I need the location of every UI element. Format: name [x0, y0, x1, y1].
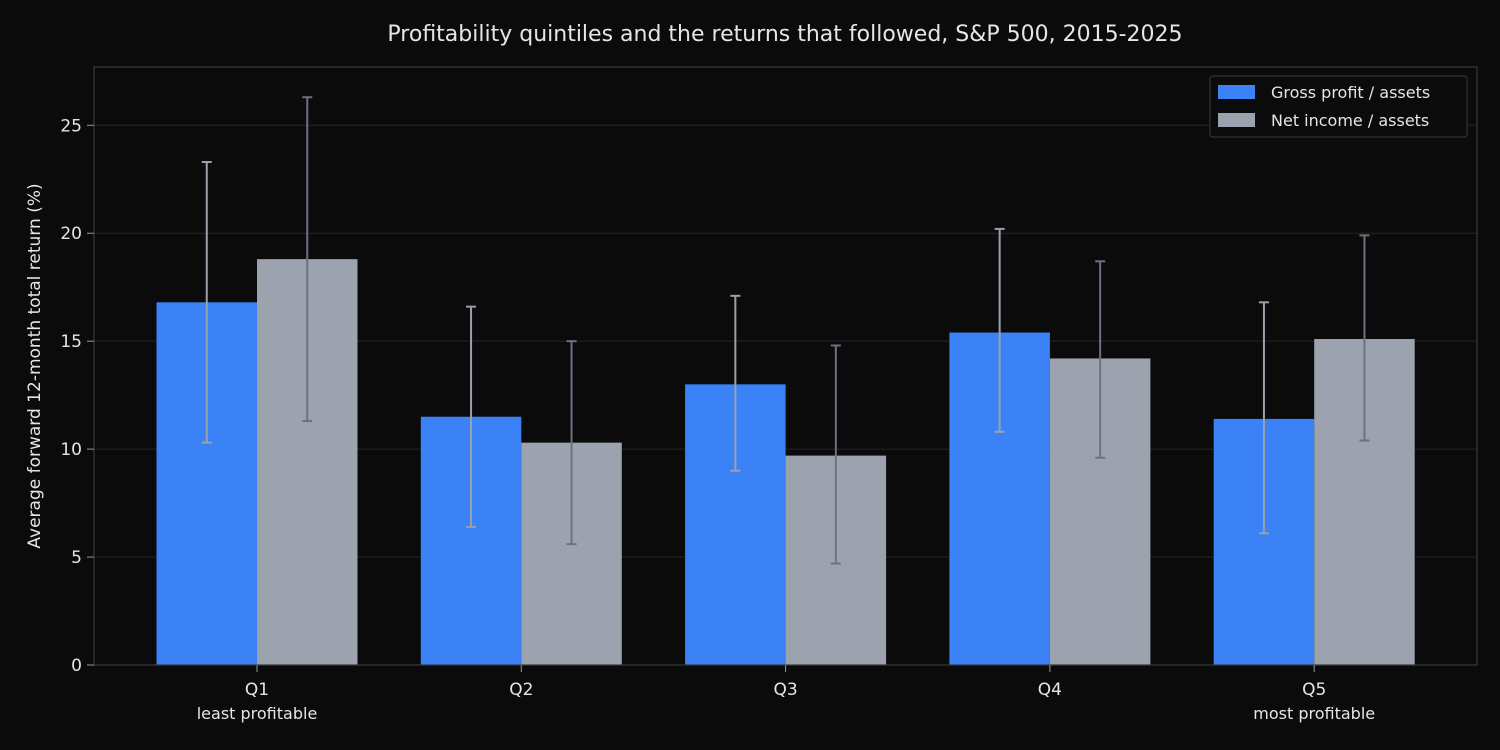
- x-axis: Q1 least profitable Q2 Q3 Q4 Q5 most profitabl…: [197, 665, 1375, 723]
- y-tick-label: 25: [60, 116, 82, 136]
- x-tick-sublabel: most profitable: [1253, 704, 1375, 723]
- x-tick-label: Q5: [1302, 680, 1326, 700]
- legend: Gross profit / assets Net income / assets: [1209, 75, 1468, 138]
- legend-swatch: [1218, 85, 1255, 99]
- legend-box: [1209, 75, 1468, 138]
- error-bars: [201, 96, 1370, 565]
- y-tick-label: 20: [60, 224, 82, 244]
- y-tick-label: 5: [71, 548, 82, 568]
- x-tick-sublabel: least profitable: [197, 704, 318, 723]
- y-tick-label: 10: [60, 440, 82, 460]
- x-tick-label: Q3: [773, 680, 797, 700]
- chart-title: Profitability quintiles and the returns …: [387, 22, 1182, 47]
- y-tick-label: 0: [71, 656, 82, 676]
- x-tick-label: Q4: [1038, 680, 1062, 700]
- legend-swatch: [1218, 113, 1255, 127]
- bars: [156, 259, 1415, 665]
- y-axis: 0 5 10 15 20 25: [60, 116, 94, 676]
- y-axis-label: Average forward 12-month total return (%…: [25, 183, 45, 548]
- legend-label: Gross profit / assets: [1271, 83, 1430, 102]
- y-tick-label: 15: [60, 332, 82, 352]
- x-tick-label: Q1: [245, 680, 269, 700]
- legend-label: Net income / assets: [1271, 111, 1429, 130]
- x-tick-label: Q2: [509, 680, 533, 700]
